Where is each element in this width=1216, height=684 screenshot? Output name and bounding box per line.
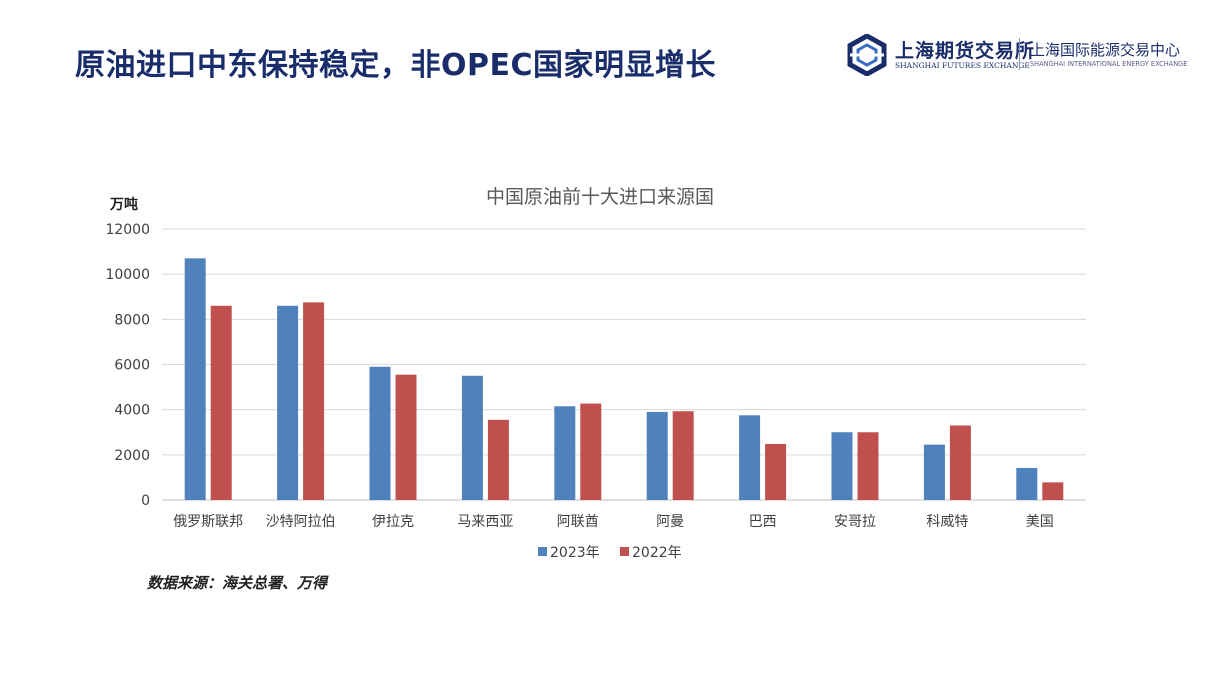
bar-2022年-巴西 <box>765 443 787 500</box>
source-note: 数据来源：海关总署、万得 <box>147 574 328 592</box>
bar-2022年-科威特 <box>949 425 971 500</box>
legend-swatch <box>620 547 629 556</box>
exchange-logo: 上海期货交易所 SHANGHAI FUTURES EXCHANGE 上海国际能源… <box>846 34 1191 76</box>
x-tick-label: 阿联酋 <box>557 513 599 530</box>
x-tick-label: 伊拉克 <box>372 514 414 530</box>
x-tick-label: 俄罗斯联邦 <box>173 514 243 530</box>
bar-2022年-阿曼 <box>672 411 694 500</box>
bar-2022年-俄罗斯联邦 <box>210 305 232 500</box>
bar-2023年-马来西亚 <box>461 375 483 500</box>
x-tick-label: 科威特 <box>926 514 968 530</box>
logo-cn-text: 上海期货交易所 <box>895 40 1036 62</box>
logo-divider <box>1019 38 1020 70</box>
slide-title: 原油进口中东保持稳定，非OPEC国家明显增长 <box>75 48 716 83</box>
y-tick-label: 2000 <box>114 448 150 464</box>
y-axis-label: 万吨 <box>109 196 138 213</box>
y-tick-label: 8000 <box>114 312 150 328</box>
y-tick-label: 6000 <box>114 358 150 374</box>
y-tick-label: 0 <box>141 493 150 509</box>
logo-en2-text: SHANGHAI INTERNATIONAL ENERGY EXCHANGE <box>1030 60 1188 68</box>
bar-2022年-伊拉克 <box>395 374 417 500</box>
bar-2023年-巴西 <box>739 415 761 500</box>
x-tick-label: 马来西亚 <box>457 514 513 530</box>
logo-cn2-text: 上海国际能源交易中心 <box>1030 41 1181 59</box>
bar-2022年-马来西亚 <box>487 419 509 500</box>
bar-2023年-科威特 <box>923 444 945 500</box>
bar-2023年-阿曼 <box>646 411 668 500</box>
bar-2023年-阿联酋 <box>554 406 576 500</box>
legend-label: 2023年 <box>550 545 600 561</box>
bar-2022年-美国 <box>1042 482 1064 500</box>
x-tick-label: 阿曼 <box>656 514 684 530</box>
bar-2023年-美国 <box>1016 467 1038 500</box>
x-tick-label: 巴西 <box>749 514 777 530</box>
bar-2022年-安哥拉 <box>857 432 879 500</box>
bar-2022年-沙特阿拉伯 <box>303 302 325 500</box>
bar-2022年-阿联酋 <box>580 403 602 500</box>
hexagon-emblem-icon <box>847 34 887 76</box>
chart-title: 中国原油前十大进口来源国 <box>486 186 714 208</box>
bar-2023年-伊拉克 <box>369 366 391 500</box>
bar-2023年-沙特阿拉伯 <box>277 305 299 500</box>
legend-swatch <box>538 547 547 556</box>
logo-en-text: SHANGHAI FUTURES EXCHANGE <box>895 61 1030 70</box>
bar-2023年-俄罗斯联邦 <box>184 258 206 500</box>
x-tick-label: 安哥拉 <box>834 514 876 530</box>
y-tick-label: 10000 <box>105 267 150 283</box>
x-tick-label: 沙特阿拉伯 <box>266 514 336 530</box>
y-tick-label: 12000 <box>105 222 150 238</box>
bar-2023年-安哥拉 <box>831 432 853 500</box>
x-tick-label: 美国 <box>1026 514 1054 530</box>
legend-label: 2022年 <box>632 545 682 561</box>
y-tick-label: 4000 <box>114 403 150 419</box>
